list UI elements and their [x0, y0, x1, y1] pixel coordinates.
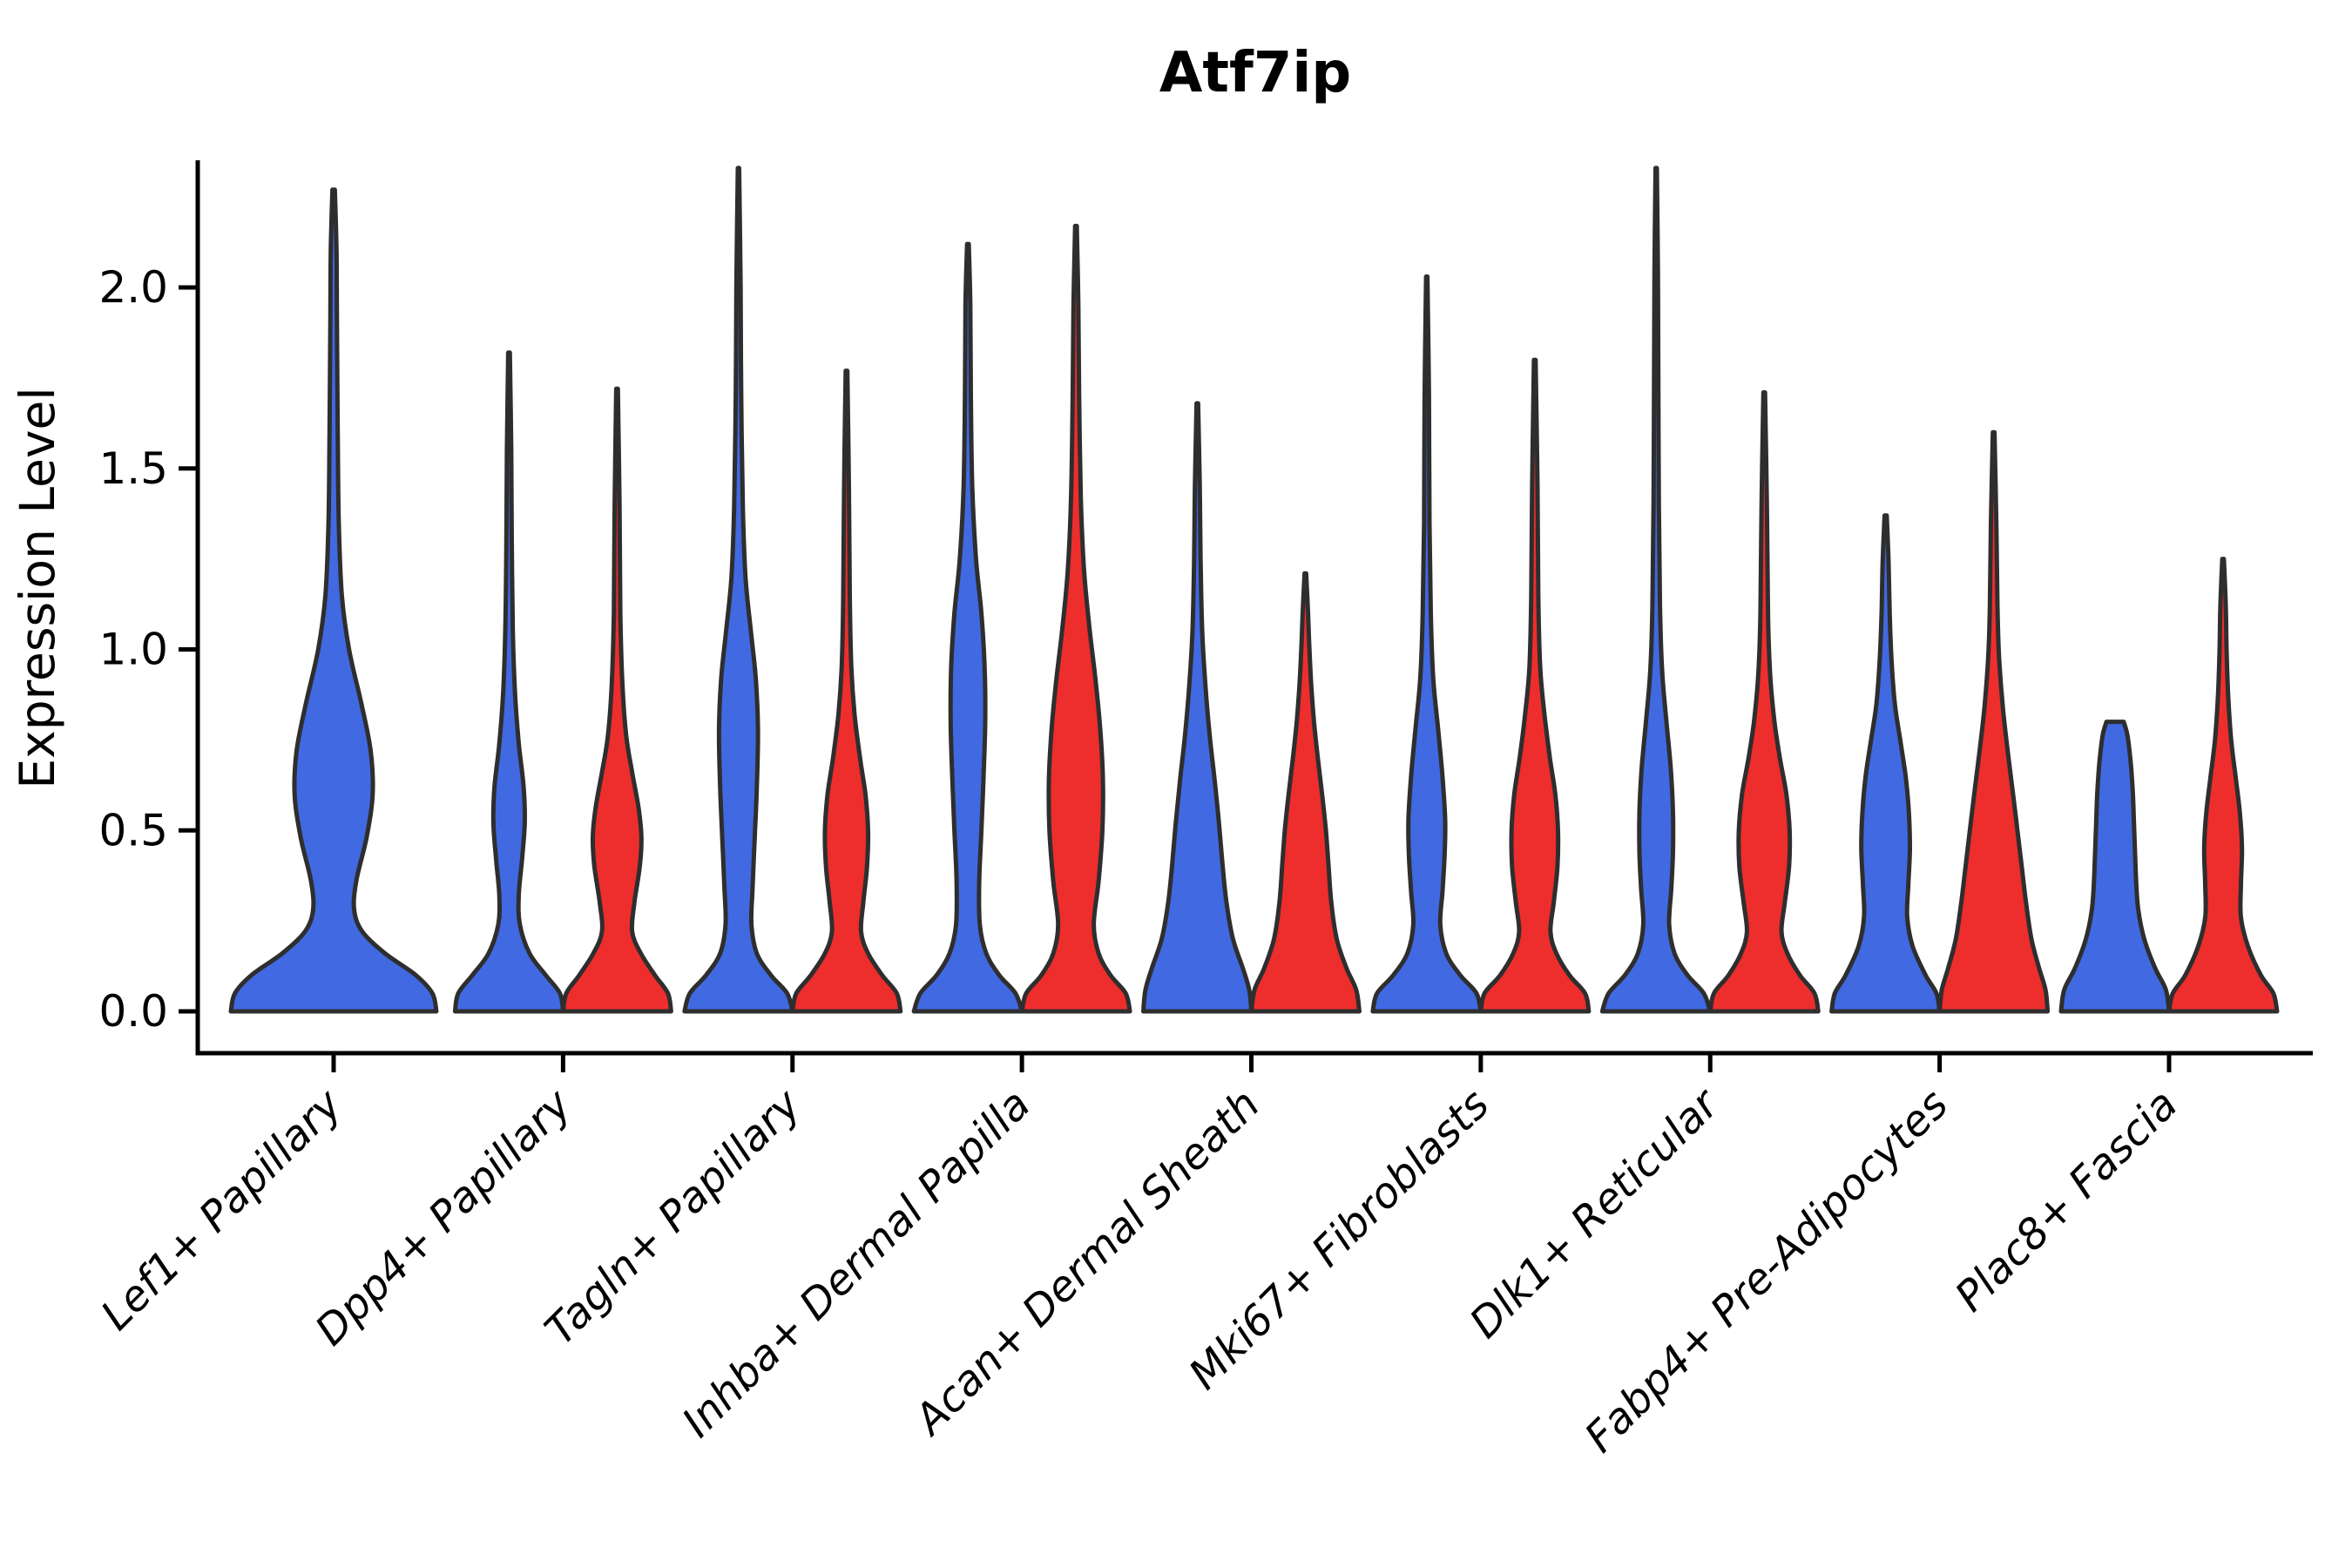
- violin-fabp4-pre-adipocytes-red: [1937, 429, 2051, 1014]
- x-tick-label-dpp4-papillary: Dpp4+ Papillary: [306, 1079, 581, 1355]
- violin-tagln-papillary-red: [790, 368, 903, 1014]
- y-tick-label: 1.0: [98, 625, 168, 675]
- violin-inhba-dermal-papilla-blue: [911, 241, 1024, 1014]
- violin-mki67-fibroblasts-red: [1478, 357, 1592, 1014]
- violin-lef1-papillary-blue: [228, 187, 439, 1014]
- y-tick-label: 0.0: [98, 986, 168, 1037]
- y-tick-label: 2.0: [98, 262, 168, 313]
- violin-fabp4-pre-adipocytes-blue: [1829, 513, 1943, 1014]
- violins-layer: [228, 166, 2280, 1014]
- y-tick-label: 1.5: [98, 443, 168, 494]
- axes-layer: [195, 160, 2313, 1056]
- violin-mki67-fibroblasts-blue: [1370, 274, 1484, 1014]
- violin-dlk1-reticular-blue: [1599, 166, 1713, 1014]
- violin-tagln-papillary-blue: [682, 166, 795, 1014]
- x-tick-label-fabp4-pre-adipocytes: Fabp4+ Pre-Adipocytes: [1576, 1080, 1958, 1463]
- y-axis-label: Expression Level: [10, 387, 65, 788]
- violin-acan-dermal-sheath-blue: [1141, 401, 1254, 1014]
- violin-dlk1-reticular-red: [1707, 390, 1821, 1014]
- x-tick-label-plac8-fascia: Plac8+ Fascia: [1946, 1080, 2187, 1321]
- y-tick-label: 0.5: [98, 805, 168, 855]
- violin-plac8-fascia-red: [2166, 557, 2280, 1014]
- violin-dpp4-papillary-red: [560, 386, 673, 1014]
- violin-inhba-dermal-papilla-red: [1019, 223, 1132, 1014]
- violin-plac8-fascia-blue: [2058, 720, 2172, 1014]
- x-tick-label-dlk1-reticular: Dlk1+ Reticular: [1461, 1078, 1731, 1348]
- violin-acan-dermal-sheath-red: [1249, 571, 1362, 1014]
- y-ticks-layer: 0.0 0.5 1.0 1.5 2.0: [98, 262, 198, 1037]
- violin-dpp4-papillary-blue: [452, 350, 565, 1014]
- chart-title: Atf7ip: [1159, 41, 1351, 105]
- x-tick-label-tagln-papillary: Tagln+ Papillary: [536, 1079, 811, 1355]
- x-tick-label-lef1-papillary: Lef1+ Papillary: [91, 1079, 352, 1340]
